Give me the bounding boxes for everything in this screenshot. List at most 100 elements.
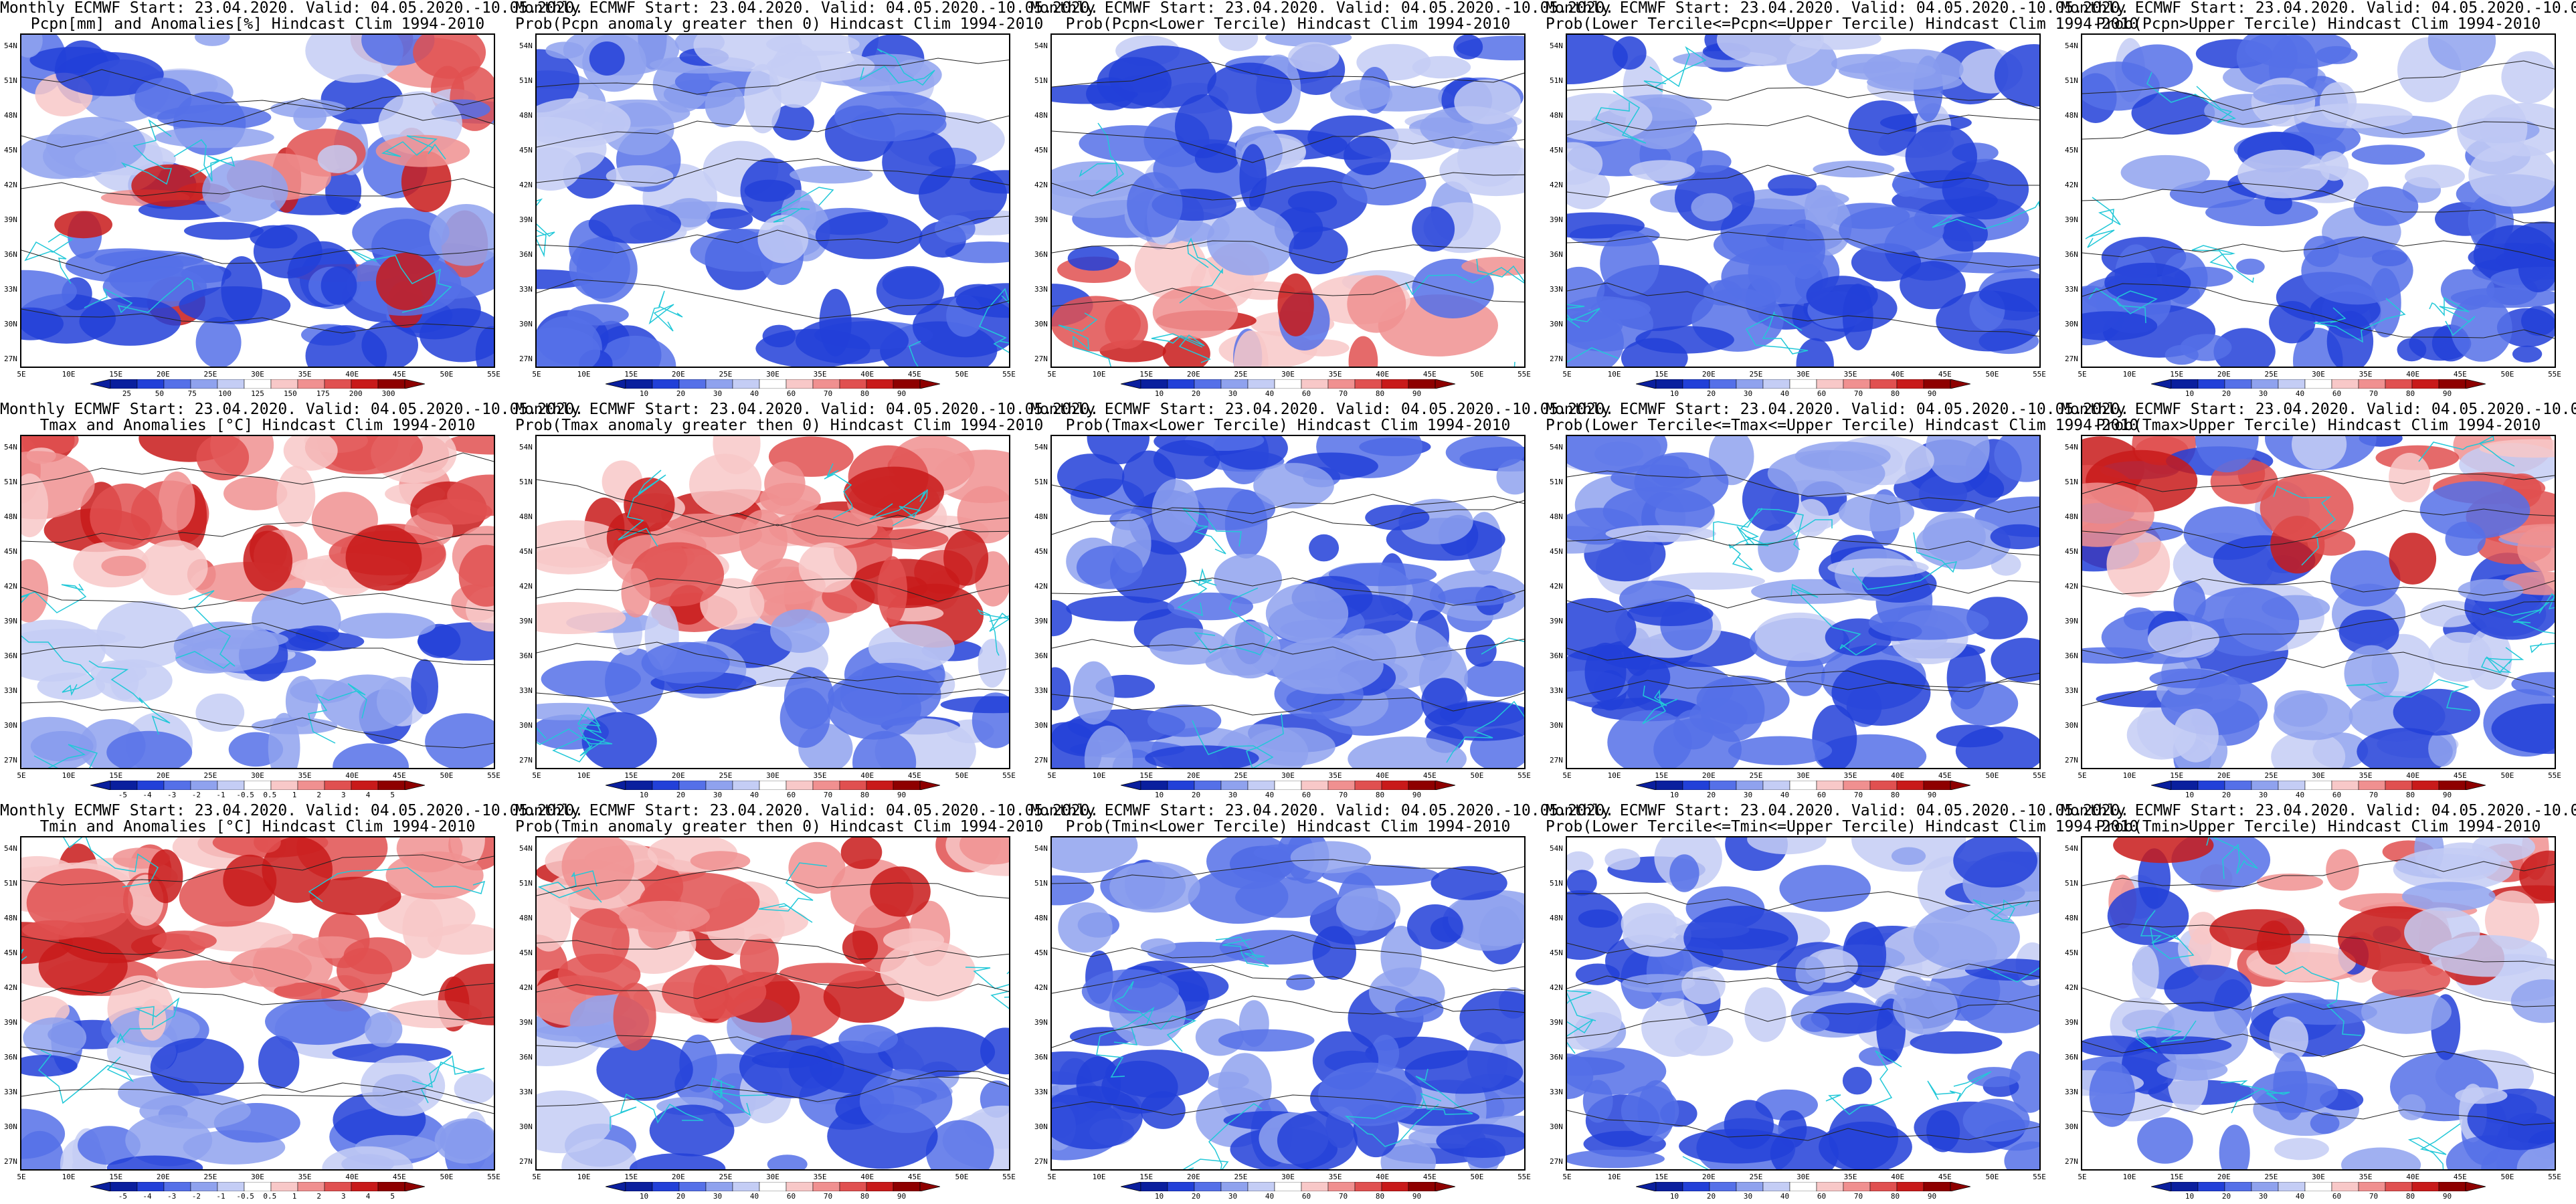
colorbar-swatch xyxy=(1274,379,1302,389)
latitude-label: 51N xyxy=(1034,76,1048,85)
shaded-region xyxy=(21,473,49,538)
latitude-label: 45N xyxy=(519,948,533,957)
colorbar-swatch xyxy=(2171,1181,2199,1192)
colorbar-swatch xyxy=(1923,379,1951,389)
latitude-label: 27N xyxy=(2065,355,2078,363)
longitude-label: 5E xyxy=(532,1173,541,1181)
shaded-region xyxy=(1127,172,1183,237)
shaded-region xyxy=(2106,531,2171,597)
shaded-region xyxy=(2468,143,2555,207)
coastline xyxy=(2273,485,2336,566)
forecast-map xyxy=(2081,33,2556,368)
coastline xyxy=(1194,587,1274,656)
map-panel: Monthly ECMWF Start: 23.04.2020. Valid: … xyxy=(515,0,1099,401)
coastline xyxy=(2480,647,2524,674)
shaded-region xyxy=(1224,490,1268,559)
longitude-label: 55E xyxy=(1517,1173,1531,1181)
colorbar-tick-label: 30 xyxy=(2258,1192,2268,1201)
longitude-label: 35E xyxy=(298,771,312,780)
shaded-region xyxy=(1891,847,1926,866)
coastline xyxy=(2418,436,2515,467)
coastline xyxy=(2220,1080,2290,1114)
colorbar-tick-label: 20 xyxy=(676,1192,686,1201)
colorbar-swatch xyxy=(163,1181,191,1192)
latitude-label: 27N xyxy=(519,355,533,363)
forecast-map xyxy=(20,435,495,769)
latitude-label: 36N xyxy=(519,250,533,259)
colorbar-swatch xyxy=(1354,1181,1382,1192)
coastline xyxy=(381,135,446,160)
shaded-region xyxy=(1253,463,1334,509)
contour-line xyxy=(1052,692,1524,716)
shaded-region xyxy=(411,659,438,714)
contour-line xyxy=(1052,934,1524,972)
shaded-region xyxy=(1755,1089,1818,1121)
panel-title: Prob(Tmax anomaly greater then 0) Hindca… xyxy=(515,417,1044,434)
contour-line xyxy=(1052,859,1524,884)
shaded-region xyxy=(1994,44,2039,107)
shaded-region xyxy=(1758,523,1799,573)
longitude-label: 50E xyxy=(2500,370,2514,379)
coastline xyxy=(1415,1068,1473,1115)
coastline xyxy=(175,590,236,669)
longitude-label: 55E xyxy=(487,771,500,780)
panel-title: Tmin and Anomalies [°C] Hindcast Clim 19… xyxy=(39,818,476,835)
shaded-region xyxy=(1412,258,1494,318)
shaded-region xyxy=(1767,449,1885,498)
shaded-region xyxy=(1218,35,1259,52)
shaded-region xyxy=(1578,909,1619,928)
colorbar-tick-label: 60 xyxy=(786,791,796,799)
forecast-map xyxy=(535,435,1010,769)
colorbar-tick-label: 20 xyxy=(1706,1192,1716,1201)
shaded-region xyxy=(877,556,907,625)
shaded-region xyxy=(2148,621,2219,658)
panel-header: Monthly ECMWF Start: 23.04.2020. Valid: … xyxy=(0,802,584,819)
map-field xyxy=(1567,35,2039,367)
shaded-region xyxy=(1716,35,1824,66)
shaded-region xyxy=(343,937,412,975)
panel-header: Monthly ECMWF Start: 23.04.2020. Valid: … xyxy=(0,0,584,17)
colorbar-tick-label: 60 xyxy=(1301,389,1311,398)
map-field xyxy=(1052,436,1524,768)
longitude-label: 30E xyxy=(1797,1173,1810,1181)
shaded-region xyxy=(2472,837,2535,862)
longitude-label: 55E xyxy=(1002,1173,1016,1181)
contour-line xyxy=(21,936,494,996)
colorbar-tick-label: 70 xyxy=(823,1192,833,1201)
latitude-label: 39N xyxy=(2065,617,2078,625)
latitude-label: 45N xyxy=(1550,948,1563,957)
shaded-region xyxy=(537,546,609,575)
shaded-region xyxy=(425,713,494,768)
colorbar-swatch xyxy=(1408,1181,1436,1192)
shaded-region xyxy=(95,659,173,702)
forecast-map xyxy=(1566,836,2041,1171)
colorbar-swatch xyxy=(2224,379,2252,389)
shaded-region xyxy=(454,1073,494,1104)
latitude-label: 54N xyxy=(4,844,17,853)
latitude-label: 30N xyxy=(1550,320,1563,328)
coastline xyxy=(978,288,1009,353)
shaded-region xyxy=(420,308,494,363)
colorbar-swatch xyxy=(1762,379,1790,389)
colorbar-swatch xyxy=(377,780,405,791)
shaded-region xyxy=(744,64,781,134)
shaded-region xyxy=(159,471,195,531)
shaded-region xyxy=(1454,79,1521,124)
shaded-region xyxy=(1990,524,2039,550)
shaded-region xyxy=(1052,667,1071,711)
colorbar-swatch xyxy=(351,1181,379,1192)
colorbar-tick-label: 70 xyxy=(1853,389,1863,398)
shaded-region xyxy=(788,841,846,894)
colorbar-tick-label: 90 xyxy=(1927,389,1937,398)
latitude-label: 30N xyxy=(1550,721,1563,730)
shaded-region xyxy=(101,555,147,577)
colorbar-tick-label: 60 xyxy=(2332,1192,2342,1201)
map-panel: Monthly ECMWF Start: 23.04.2020. Valid: … xyxy=(1546,401,2138,803)
colorbar-swatch xyxy=(1655,1181,1683,1192)
shaded-region xyxy=(795,317,909,365)
longitude-label: 30E xyxy=(251,1173,264,1181)
shaded-region xyxy=(2455,1087,2508,1104)
colorbar-swatch xyxy=(244,379,272,389)
latitude-label: 48N xyxy=(1034,914,1048,922)
colorbar-tick-label: 70 xyxy=(1338,389,1348,398)
